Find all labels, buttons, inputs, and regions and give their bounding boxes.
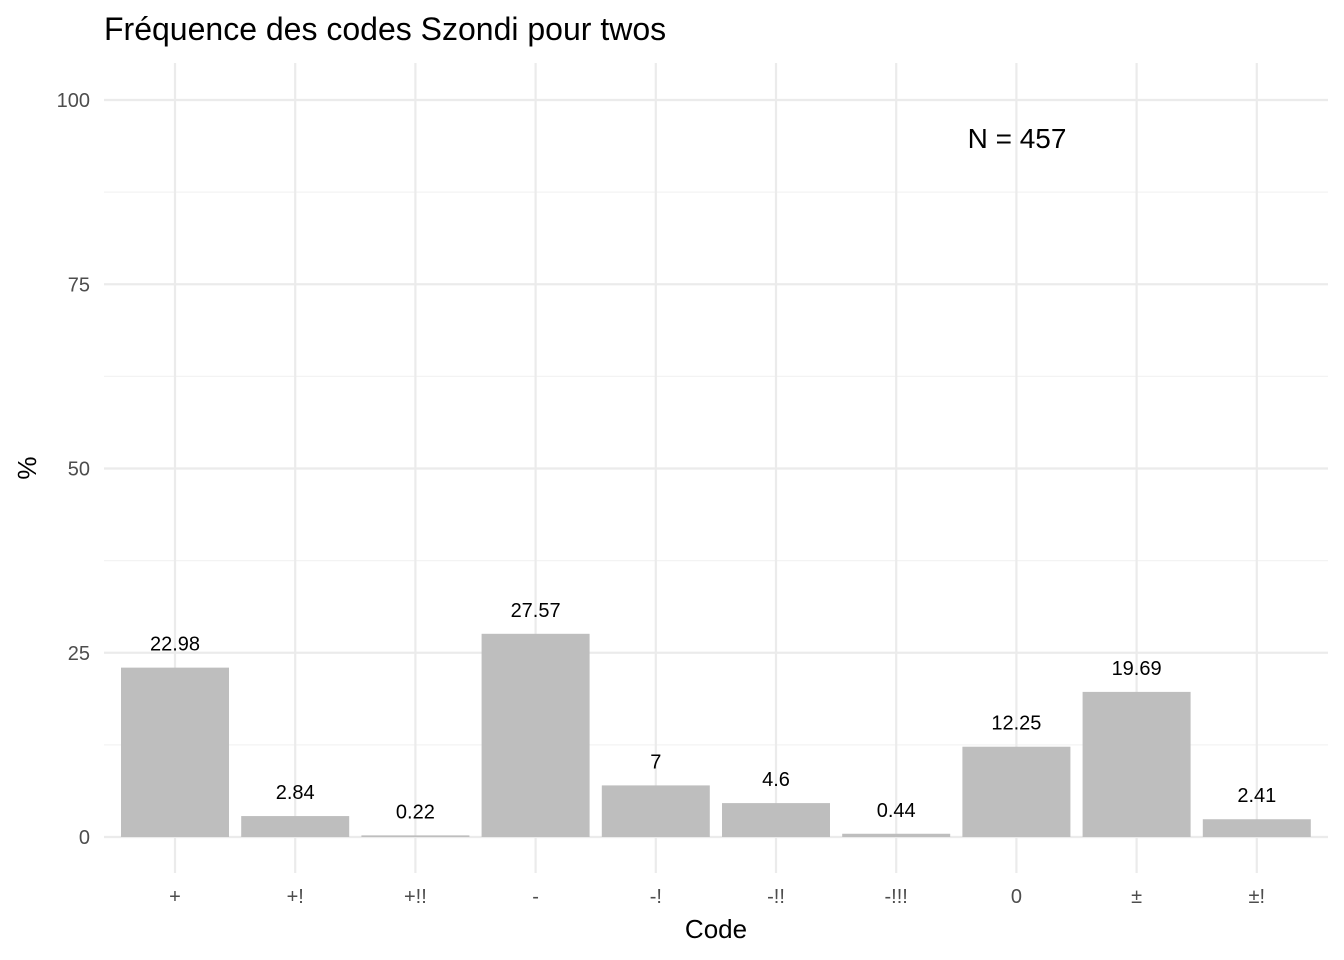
bar	[722, 803, 830, 837]
bar-value-label: 0.44	[877, 800, 916, 822]
x-tick-label: +	[169, 886, 181, 908]
x-tick-label: -!!	[767, 886, 785, 908]
x-tick-label: +!	[287, 886, 304, 908]
x-tick-label: ±	[1131, 886, 1142, 908]
bar-value-label: 2.41	[1237, 785, 1276, 807]
bar-value-label: 19.69	[1112, 658, 1162, 680]
x-tick-label: -!	[650, 886, 662, 908]
chart-title: Fréquence des codes Szondi pour twos	[104, 11, 666, 47]
bar	[241, 816, 350, 837]
y-tick-label: 0	[79, 827, 90, 849]
bar	[842, 833, 951, 837]
bar-value-label: 27.57	[511, 600, 561, 622]
x-tick-label: -	[532, 886, 539, 908]
x-axis-ticks: + +! +!! - -! -!! -!!! 0 ± ±!	[169, 886, 1265, 908]
bar-value-label: 4.6	[762, 769, 790, 791]
y-tick-label: 75	[68, 274, 90, 296]
y-axis-ticks: 0 25 50 75 100	[57, 90, 90, 849]
bar	[121, 667, 229, 837]
x-tick-label: ±!	[1249, 886, 1266, 908]
data-labels: 22.98 2.84 0.22 27.57 7 4.6 0.44 12.25 19.69 2.41	[150, 600, 1276, 824]
y-tick-label: 25	[68, 643, 90, 665]
bar	[601, 785, 710, 837]
bar-value-label: 22.98	[150, 634, 200, 656]
bar-value-label: 2.84	[276, 782, 315, 804]
bar	[1082, 691, 1191, 837]
y-tick-label: 50	[68, 459, 90, 481]
bar	[481, 633, 590, 837]
y-tick-label: 100	[57, 90, 90, 112]
bar-value-label: 0.22	[396, 801, 435, 823]
x-tick-label: +!!	[404, 886, 427, 908]
sample-size-annotation: N = 457	[968, 123, 1067, 154]
x-axis-title: Code	[685, 914, 747, 944]
y-axis-title: %	[12, 456, 42, 479]
gridlines	[104, 63, 1328, 873]
x-tick-label: 0	[1011, 886, 1022, 908]
x-tick-label: -!!!	[885, 886, 908, 908]
bar	[361, 835, 470, 837]
bar	[1202, 819, 1311, 837]
bar-value-label: 12.25	[991, 713, 1041, 735]
bars	[121, 633, 1311, 837]
bar-value-label: 7	[650, 751, 661, 773]
bar	[962, 746, 1071, 837]
